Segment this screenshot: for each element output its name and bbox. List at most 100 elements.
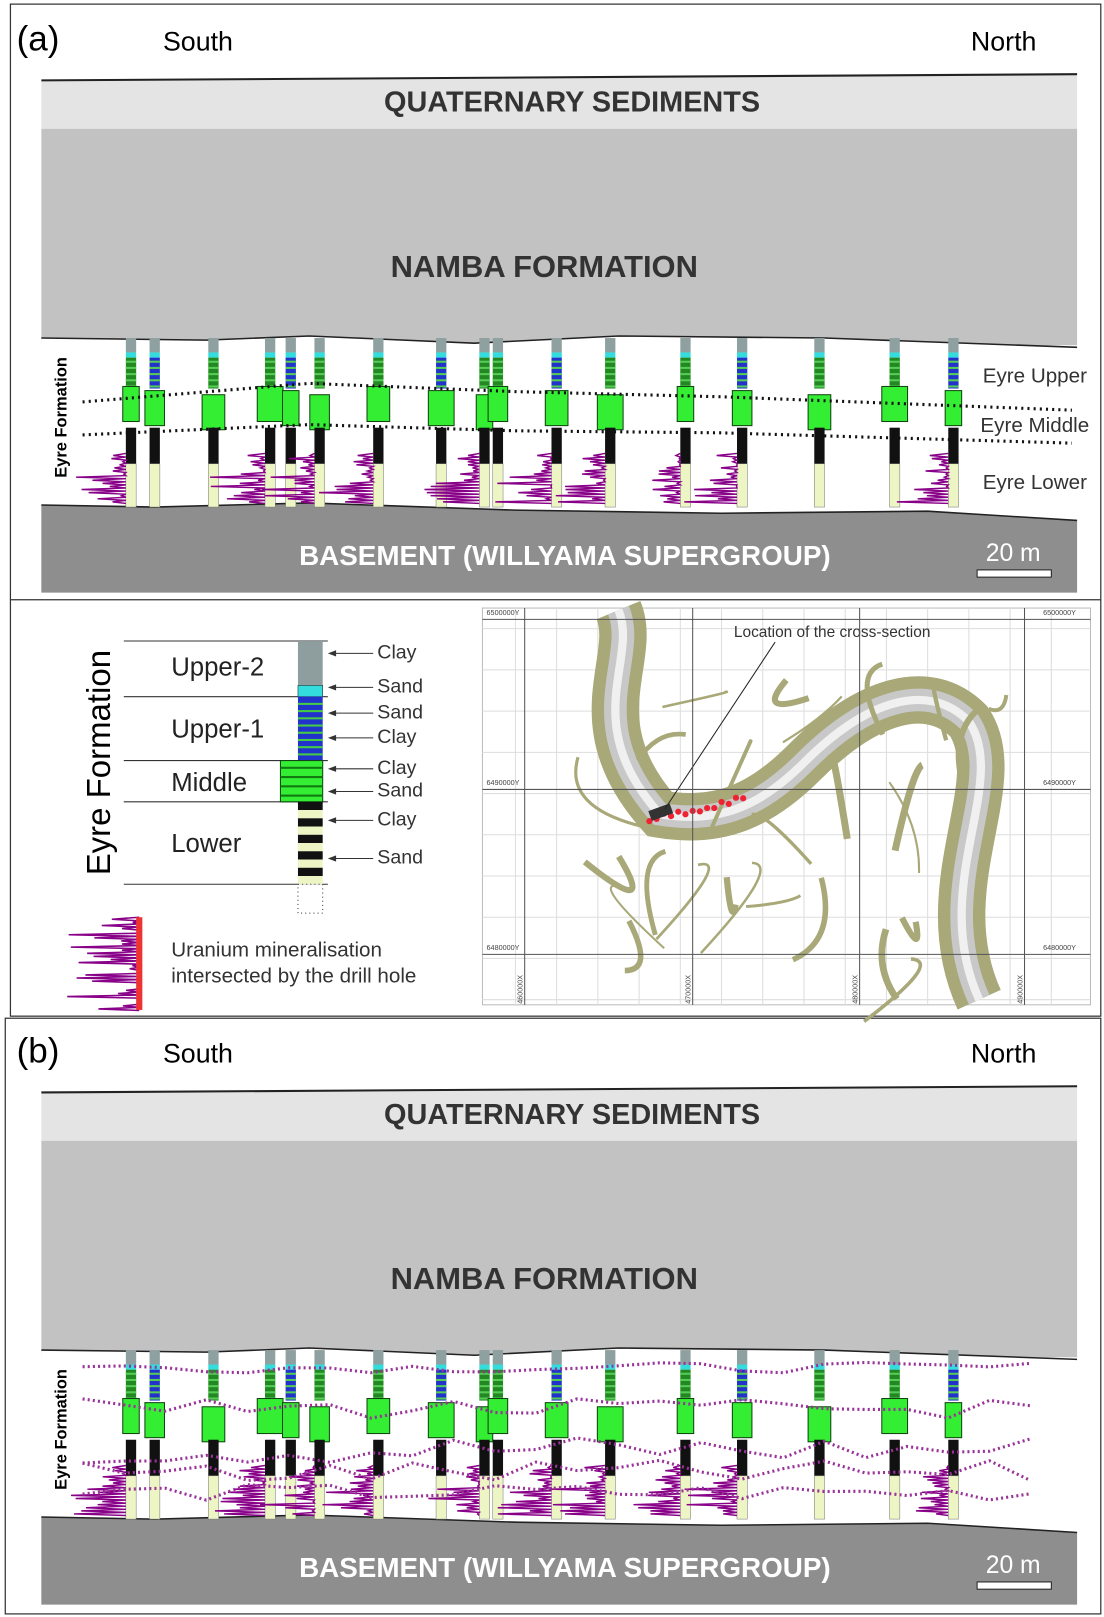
hole-clay-top	[286, 1350, 296, 1364]
hole-stripe	[551, 1373, 561, 1375]
hole-middle	[310, 1407, 330, 1442]
hole-clay-top	[493, 338, 503, 352]
hole-stripe	[208, 367, 218, 369]
hole-stripe	[737, 1373, 747, 1375]
hole-sand	[265, 1476, 275, 1519]
uranium-label: Uranium mineralisation	[171, 939, 382, 962]
layer-label: BASEMENT (WILLYAMA SUPERGROUP)	[299, 1552, 831, 1583]
hole-clay-top	[890, 338, 900, 352]
panel-label: (b)	[17, 1032, 60, 1071]
hole-clay	[286, 1440, 296, 1476]
scale-bar	[977, 1582, 1051, 1589]
deposit-dot	[704, 805, 710, 811]
deposit-dot	[711, 805, 717, 811]
hole-sand	[680, 1476, 690, 1519]
hole-stripe	[286, 361, 296, 363]
hole-stripe	[373, 379, 383, 381]
deposit-dot	[740, 795, 746, 801]
hole-sand	[493, 1476, 503, 1519]
hole-stripe	[814, 367, 824, 369]
deposit-dot	[675, 809, 681, 815]
hole-sand	[890, 464, 900, 507]
hole-stripe	[737, 1391, 747, 1393]
deposit-dot	[733, 795, 739, 801]
hole-clay	[314, 428, 324, 464]
hole-clay-top	[314, 1350, 324, 1364]
hole-stripe	[493, 361, 503, 363]
hole-stripe	[948, 1397, 958, 1399]
hole-clay-top	[680, 338, 690, 352]
namba-layer	[41, 129, 1077, 345]
lithology-label: Sand	[377, 847, 423, 869]
column-stripe	[280, 767, 322, 769]
hole-stripe	[493, 367, 503, 369]
hole-clay-top	[126, 338, 136, 352]
hole-sand-top	[737, 352, 747, 357]
unit-label: Eyre Lower	[983, 471, 1087, 494]
hole-stripe	[265, 379, 275, 381]
hole-middle	[732, 1403, 752, 1438]
hole-sand	[286, 1476, 296, 1519]
hole-stripe	[373, 367, 383, 369]
hole-stripe	[551, 373, 561, 375]
easting-label: 470000X	[683, 975, 692, 1004]
hole-stripe	[126, 379, 136, 381]
hole-sand	[150, 1476, 160, 1519]
hole-clay	[373, 1440, 383, 1476]
location-map: Location of the cross-section6500000Y650…	[482, 608, 1090, 1021]
hole-stripe	[150, 379, 160, 381]
hole-stripe	[605, 1385, 615, 1387]
legend: Eyre FormationUpper-2Upper-1MiddleLowerC…	[67, 641, 423, 1010]
hole-stripe	[373, 1391, 383, 1393]
hole-stripe	[479, 379, 489, 381]
hole-stripe	[436, 373, 446, 375]
column-stripe	[298, 732, 323, 734]
layer-label: NAMBA FORMATION	[391, 249, 698, 284]
hole-stripe	[286, 1391, 296, 1393]
hole-clay-top	[373, 338, 383, 352]
hole-sand	[493, 464, 503, 507]
hole-stripe	[890, 379, 900, 381]
hole-stripe	[479, 1379, 489, 1381]
layer-label: Eyre Formation	[52, 357, 70, 478]
column-lower	[298, 810, 323, 818]
hole-clay-top	[605, 1350, 615, 1364]
hole-sand-top	[479, 352, 489, 357]
hole-clay-top	[126, 1350, 136, 1364]
hole-stripe	[150, 361, 160, 363]
unit-name: Middle	[171, 769, 247, 797]
lithology-label: Clay	[377, 642, 416, 664]
hole-sand-top	[208, 1365, 218, 1370]
hole-stripe	[890, 373, 900, 375]
column-lower	[298, 868, 323, 876]
hole-stripe	[814, 1385, 824, 1387]
hole-clay-top	[208, 338, 218, 352]
hole-stripe	[680, 1373, 690, 1375]
hole-sand-top	[126, 352, 136, 357]
hole-stripe	[286, 379, 296, 381]
hole-clay-top	[551, 1350, 561, 1364]
hole-stripe	[286, 367, 296, 369]
hole-stripe	[265, 1379, 275, 1381]
hole-stripe	[493, 1379, 503, 1381]
hole-middle	[367, 386, 390, 421]
hole-stripe	[605, 385, 615, 387]
hole-stripe	[436, 379, 446, 381]
hole-clay	[814, 428, 824, 464]
hole-stripe	[373, 1379, 383, 1381]
hole-clay	[126, 1440, 136, 1476]
hole-clay	[436, 428, 446, 464]
hole-sand	[948, 464, 958, 507]
deposit-dot	[697, 808, 703, 814]
hole-clay-top	[479, 338, 489, 352]
hole-stripe	[680, 361, 690, 363]
hole-clay	[814, 1440, 824, 1476]
column-lower	[298, 835, 323, 843]
hole-stripe	[150, 373, 160, 375]
hole-sand	[150, 464, 160, 507]
hole-clay	[208, 428, 218, 464]
hole-stripe	[436, 1379, 446, 1381]
hole-stripe	[680, 1391, 690, 1393]
hole-middle	[597, 395, 623, 430]
lithology-label: Sand	[377, 676, 423, 698]
